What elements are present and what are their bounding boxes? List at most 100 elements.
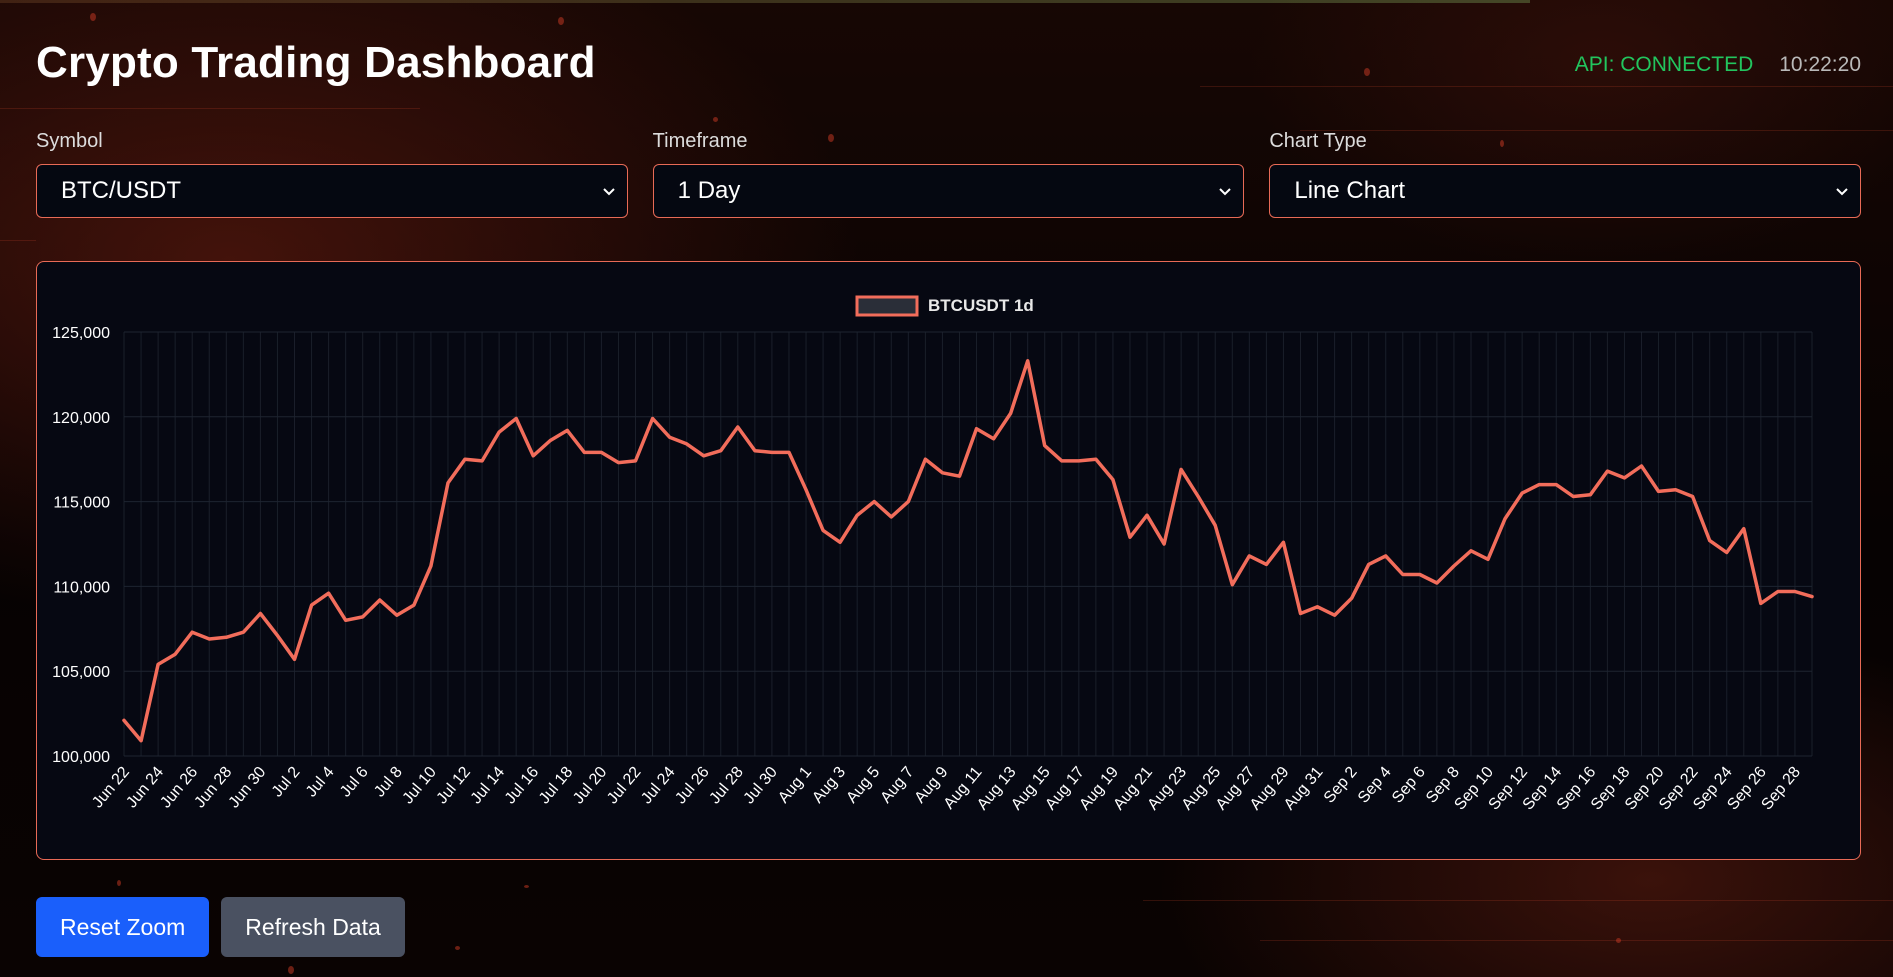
data-point bbox=[1708, 539, 1712, 543]
symbol-select[interactable]: BTC/USDT bbox=[36, 164, 628, 218]
y-tick-label: 100,000 bbox=[52, 749, 110, 766]
data-point bbox=[821, 528, 825, 532]
data-point bbox=[497, 430, 501, 434]
price-chart[interactable]: 100,000 105,000 110,000 115,000 120,000 125,0… bbox=[36, 261, 1861, 860]
data-point bbox=[923, 457, 927, 461]
data-point bbox=[258, 612, 262, 616]
chart-type-control: Chart Type Line Chart bbox=[1269, 130, 1862, 218]
y-axis: 100,000 105,000 110,000 115,000 120,000 125,0… bbox=[52, 325, 110, 766]
data-point bbox=[1452, 564, 1456, 568]
action-buttons: Reset Zoom Refresh Data bbox=[36, 897, 405, 957]
data-point bbox=[1657, 489, 1661, 493]
data-point bbox=[1435, 581, 1439, 585]
data-point bbox=[514, 416, 518, 420]
data-point bbox=[1742, 527, 1746, 531]
data-point bbox=[139, 739, 143, 743]
data-point bbox=[1776, 589, 1780, 593]
refresh-data-button[interactable]: Refresh Data bbox=[221, 897, 405, 957]
controls-row: Symbol BTC/USDT Timeframe 1 Day Chart Ty… bbox=[36, 130, 1862, 218]
y-tick-label: 105,000 bbox=[52, 664, 110, 681]
symbol-control: Symbol BTC/USDT bbox=[36, 130, 628, 218]
data-point bbox=[207, 637, 211, 641]
y-tick-label: 115,000 bbox=[53, 495, 110, 512]
chart-type-select[interactable]: Line Chart bbox=[1269, 164, 1862, 218]
legend-label: BTCUSDT 1d bbox=[928, 296, 1034, 315]
data-point bbox=[1350, 596, 1354, 600]
data-point bbox=[1537, 483, 1541, 487]
data-point bbox=[1230, 583, 1234, 587]
chevron-down-icon bbox=[1836, 188, 1848, 196]
data-point bbox=[1691, 495, 1695, 499]
x-tick-label: Jul 30 bbox=[741, 764, 782, 808]
data-point bbox=[1725, 550, 1729, 554]
data-point bbox=[1639, 464, 1643, 468]
x-tick-label: Jul 26 bbox=[672, 764, 713, 808]
data-point bbox=[770, 450, 774, 454]
data-point bbox=[889, 515, 893, 519]
data-point bbox=[957, 474, 961, 478]
data-point bbox=[1469, 549, 1473, 553]
timeframe-value: 1 Day bbox=[677, 177, 741, 204]
x-tick-label: Jul 24 bbox=[638, 764, 679, 808]
data-point bbox=[1009, 411, 1013, 415]
data-point bbox=[804, 488, 808, 492]
data-point bbox=[1128, 535, 1132, 539]
chevron-down-icon bbox=[1219, 188, 1232, 196]
data-point bbox=[1026, 359, 1030, 363]
reset-zoom-button[interactable]: Reset Zoom bbox=[36, 897, 210, 957]
data-point bbox=[685, 442, 689, 446]
data-point bbox=[1264, 562, 1268, 566]
x-tick-label: Sep 2 bbox=[1321, 764, 1361, 807]
data-point bbox=[531, 454, 535, 458]
data-point bbox=[412, 603, 416, 607]
data-point bbox=[1401, 573, 1405, 577]
data-point bbox=[446, 481, 450, 485]
data-point bbox=[1213, 523, 1217, 527]
data-point bbox=[1316, 605, 1320, 609]
data-point bbox=[975, 427, 979, 431]
symbol-value: BTC/USDT bbox=[61, 177, 181, 204]
data-point bbox=[872, 500, 876, 504]
data-point bbox=[310, 603, 314, 607]
data-point bbox=[719, 449, 723, 453]
data-point bbox=[702, 454, 706, 458]
data-point bbox=[1043, 444, 1047, 448]
data-point bbox=[1333, 613, 1337, 617]
chevron-down-icon bbox=[602, 188, 615, 196]
data-point bbox=[1367, 562, 1371, 566]
chart-grid bbox=[123, 331, 1813, 757]
x-tick-label: Jul 12 bbox=[434, 764, 475, 808]
data-point bbox=[1179, 467, 1183, 471]
data-point bbox=[327, 591, 331, 595]
data-point bbox=[275, 634, 279, 638]
data-point bbox=[1554, 483, 1558, 487]
clock: 10:22:20 bbox=[1779, 53, 1861, 76]
chart-legend[interactable]: BTCUSDT 1d bbox=[855, 295, 1034, 317]
data-point bbox=[480, 459, 484, 463]
data-point bbox=[753, 449, 757, 453]
timeframe-select[interactable]: 1 Day bbox=[652, 164, 1245, 218]
data-point bbox=[378, 598, 382, 602]
x-tick-label: Jul 18 bbox=[536, 764, 577, 808]
x-tick-label: Jul 20 bbox=[570, 764, 611, 808]
data-point bbox=[1094, 457, 1098, 461]
data-point bbox=[1793, 589, 1797, 593]
chart-type-label: Chart Type bbox=[1269, 130, 1367, 152]
data-point bbox=[1196, 495, 1200, 499]
data-point bbox=[241, 630, 245, 634]
data-point bbox=[1060, 459, 1064, 463]
x-tick-label: Jul 14 bbox=[468, 764, 509, 808]
data-point bbox=[224, 635, 228, 639]
x-tick-label: Aug 7 bbox=[877, 764, 917, 807]
y-tick-label: 110,000 bbox=[53, 579, 110, 596]
data-point bbox=[616, 461, 620, 465]
symbol-label: Symbol bbox=[36, 130, 103, 152]
data-point bbox=[1503, 517, 1507, 521]
data-point bbox=[344, 618, 348, 622]
chart-svg[interactable]: 100,000 105,000 110,000 115,000 120,000 125,0… bbox=[37, 262, 1860, 859]
y-tick-label: 120,000 bbox=[52, 410, 110, 427]
x-tick-label: Sep 4 bbox=[1355, 764, 1395, 807]
legend-swatch bbox=[855, 295, 919, 317]
data-point bbox=[736, 425, 740, 429]
